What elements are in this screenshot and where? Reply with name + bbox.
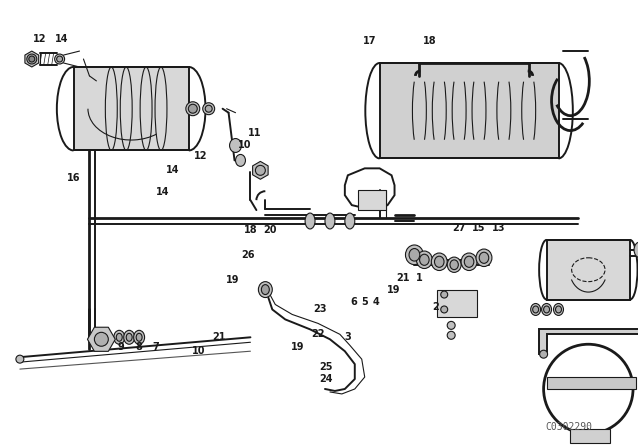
Bar — [547, 240, 630, 300]
Ellipse shape — [417, 251, 432, 268]
Ellipse shape — [126, 333, 132, 341]
Text: 3: 3 — [344, 332, 351, 342]
Ellipse shape — [447, 321, 455, 329]
Ellipse shape — [634, 242, 640, 258]
Ellipse shape — [541, 303, 552, 315]
Ellipse shape — [431, 253, 447, 271]
Text: 16: 16 — [67, 173, 80, 183]
Text: 12: 12 — [33, 34, 47, 44]
Text: 10: 10 — [192, 346, 205, 356]
Ellipse shape — [134, 330, 145, 344]
Ellipse shape — [57, 56, 63, 62]
Ellipse shape — [479, 252, 489, 263]
Ellipse shape — [205, 105, 212, 112]
Ellipse shape — [406, 245, 423, 265]
Ellipse shape — [532, 306, 539, 313]
Ellipse shape — [464, 256, 474, 267]
Text: 14: 14 — [166, 165, 180, 175]
Text: 22: 22 — [311, 329, 324, 339]
Bar — [358, 190, 385, 210]
Text: 4: 4 — [372, 297, 379, 306]
Ellipse shape — [29, 56, 35, 62]
Text: 2: 2 — [432, 302, 438, 312]
Polygon shape — [25, 51, 38, 67]
Ellipse shape — [95, 332, 108, 346]
Ellipse shape — [255, 165, 266, 175]
Text: 8: 8 — [136, 342, 143, 352]
Text: 25: 25 — [319, 362, 333, 372]
Bar — [547, 377, 636, 389]
Bar — [74, 67, 189, 151]
Polygon shape — [437, 289, 477, 318]
Text: 27: 27 — [452, 223, 466, 233]
Text: 21: 21 — [397, 273, 410, 283]
Ellipse shape — [345, 213, 355, 229]
Ellipse shape — [261, 284, 269, 294]
Ellipse shape — [188, 104, 197, 113]
Ellipse shape — [230, 138, 241, 152]
Text: 17: 17 — [363, 36, 376, 46]
Text: 14: 14 — [156, 187, 170, 197]
Ellipse shape — [450, 260, 458, 270]
Ellipse shape — [447, 257, 461, 272]
Text: 18: 18 — [422, 36, 436, 46]
Text: 9: 9 — [118, 342, 125, 352]
Ellipse shape — [447, 332, 455, 339]
Text: 19: 19 — [226, 275, 239, 284]
Ellipse shape — [435, 256, 444, 267]
Ellipse shape — [441, 291, 448, 298]
Ellipse shape — [116, 333, 122, 341]
Text: 21: 21 — [212, 332, 225, 342]
Text: 23: 23 — [313, 305, 327, 314]
Ellipse shape — [556, 306, 561, 313]
Ellipse shape — [305, 213, 315, 229]
Ellipse shape — [554, 303, 563, 315]
Text: 18: 18 — [244, 225, 257, 235]
Text: 26: 26 — [242, 250, 255, 260]
Ellipse shape — [441, 306, 448, 313]
Ellipse shape — [124, 330, 134, 344]
Text: 14: 14 — [55, 34, 68, 44]
Text: 13: 13 — [492, 223, 506, 233]
Ellipse shape — [236, 155, 246, 166]
Ellipse shape — [203, 103, 214, 115]
Ellipse shape — [543, 306, 550, 313]
Text: 10: 10 — [237, 141, 252, 151]
Text: 19: 19 — [387, 284, 400, 295]
Text: 1: 1 — [416, 273, 423, 283]
Bar — [570, 429, 610, 443]
Polygon shape — [88, 327, 115, 351]
Text: 24: 24 — [319, 374, 333, 384]
Polygon shape — [539, 329, 640, 354]
Ellipse shape — [27, 54, 36, 64]
Ellipse shape — [16, 355, 24, 363]
Text: 15: 15 — [472, 223, 486, 233]
Text: C0302290: C0302290 — [545, 422, 592, 432]
Ellipse shape — [409, 249, 420, 261]
Ellipse shape — [476, 249, 492, 267]
Text: 7: 7 — [153, 342, 159, 352]
Ellipse shape — [540, 350, 548, 358]
Text: 19: 19 — [291, 342, 305, 352]
Ellipse shape — [461, 253, 477, 271]
Ellipse shape — [531, 303, 541, 315]
Text: 5: 5 — [362, 297, 368, 306]
Text: 12: 12 — [194, 151, 207, 161]
Ellipse shape — [54, 54, 65, 64]
Ellipse shape — [420, 254, 429, 265]
Ellipse shape — [186, 102, 200, 116]
Text: 20: 20 — [264, 225, 277, 235]
Ellipse shape — [136, 333, 142, 341]
Ellipse shape — [325, 213, 335, 229]
Polygon shape — [253, 161, 268, 179]
Text: 11: 11 — [248, 128, 261, 138]
Text: 6: 6 — [351, 297, 357, 306]
Bar — [380, 63, 559, 159]
Ellipse shape — [259, 282, 272, 297]
Ellipse shape — [114, 330, 125, 344]
